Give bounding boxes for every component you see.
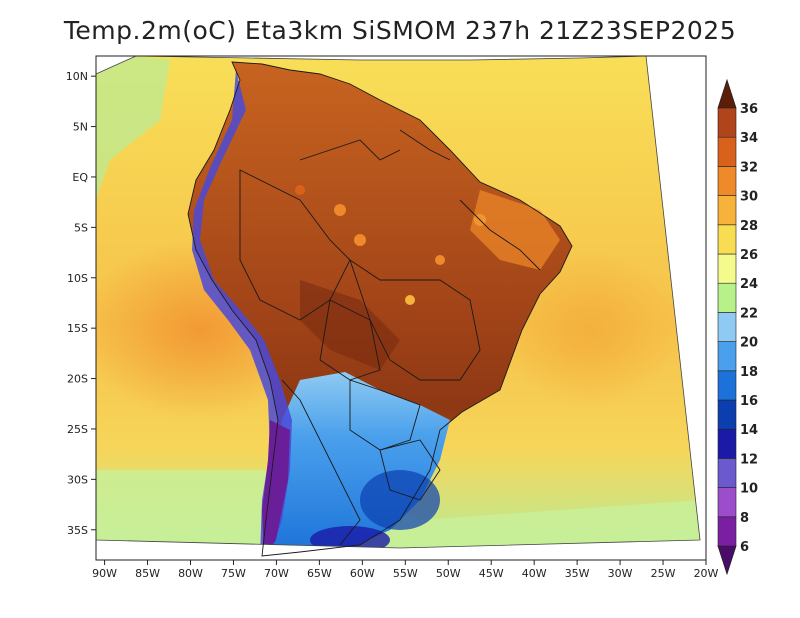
warm-spot: [334, 204, 346, 216]
colorbar-level-label: 10: [740, 482, 758, 497]
map-title: Temp.2m(oC) Eta3km SiSMOM 237h 21Z23SEP2…: [63, 16, 737, 45]
colorbar-level-label: 24: [740, 277, 758, 292]
colorbar-level-label: 16: [740, 394, 758, 409]
lat-tick-label: EQ: [72, 171, 88, 184]
colorbar-box: [717, 458, 737, 488]
colorbar-box: [717, 253, 737, 284]
longitude-axis: 90W 85W 80W 75W 70W 65W 60W 55W 50W 45W 40W 35W 30W 2…: [92, 560, 719, 580]
northeast-warm-patch: [470, 190, 560, 270]
colorbar-level-label: 8: [740, 511, 749, 526]
colorbar-box: [717, 312, 737, 342]
lat-tick-label: 10N: [66, 70, 88, 83]
lon-tick-label: 40W: [522, 567, 547, 580]
colorbar-level-label: 28: [740, 219, 758, 234]
cool-southern-band: [96, 470, 700, 548]
colorbar-min-arrow: [717, 545, 737, 576]
lon-tick-label: 25W: [651, 567, 676, 580]
colorbar: 6 8 10 12 14 16 18 20 22 24 26 28 30 32 34 36: [717, 78, 758, 576]
central-hot-core: [300, 280, 400, 370]
lat-tick-label: 30S: [67, 473, 88, 486]
colorbar-box: [717, 224, 737, 255]
colorbar-level-label: 12: [740, 452, 758, 467]
colorbar-level-label: 14: [740, 423, 758, 438]
cold-core-uruguay: [360, 470, 440, 530]
map-frame: [95, 55, 707, 561]
lat-tick-label: 10S: [67, 272, 88, 285]
warm-spot: [354, 234, 366, 246]
colorbar-box: [717, 136, 737, 167]
colorbar-level-label: 22: [740, 306, 758, 321]
lon-tick-label: 70W: [264, 567, 289, 580]
cool-pacific-north: [96, 56, 170, 200]
colorbar-level-label: 20: [740, 336, 758, 351]
colorbar-box: [717, 195, 737, 226]
colorbar-box: [717, 166, 737, 196]
andes-high-core: [262, 420, 290, 548]
lon-tick-label: 50W: [436, 567, 461, 580]
lat-tick-label: 35S: [67, 524, 88, 537]
warm-atlantic-zone: [500, 250, 680, 410]
lat-tick-label: 5N: [73, 121, 88, 134]
lon-tick-label: 35W: [565, 567, 590, 580]
colorbar-max-arrow: [717, 78, 737, 109]
colorbar-box: [717, 282, 737, 313]
lon-tick-label: 65W: [307, 567, 332, 580]
lon-tick-label: 55W: [393, 567, 418, 580]
colorbar-box: [717, 399, 737, 430]
colorbar-box: [717, 516, 737, 547]
colorbar-level-label: 30: [740, 190, 758, 205]
colorbar-level-label: 36: [740, 102, 758, 117]
domain-outline: [95, 55, 701, 549]
lon-tick-label: 90W: [92, 567, 117, 580]
colorbar-level-label: 6: [740, 540, 749, 555]
colorbar-box: [717, 370, 737, 401]
latitude-axis: 10N 5N EQ 5S 10S 15S 20S 25S 30S 35S: [66, 70, 96, 537]
temperature-field: [96, 56, 700, 548]
warm-spot: [295, 185, 305, 195]
colorbar-level-label: 18: [740, 365, 758, 380]
lon-tick-label: 75W: [221, 567, 246, 580]
colorbar-level-label: 32: [740, 160, 758, 175]
lon-tick-label: 20W: [694, 567, 719, 580]
lat-tick-label: 25S: [67, 423, 88, 436]
colorbar-level-label: 34: [740, 131, 758, 146]
warm-spot: [435, 255, 445, 265]
lon-tick-label: 30W: [608, 567, 633, 580]
country-borders: [187, 61, 573, 557]
lat-tick-label: 5S: [74, 221, 88, 234]
andes-cold-band: [192, 70, 292, 548]
colorbar-box: [717, 428, 737, 459]
lon-tick-label: 60W: [350, 567, 375, 580]
colorbar-box: [717, 107, 737, 138]
colorbar-level-label: 26: [740, 248, 758, 263]
colorbar-box: [717, 487, 737, 518]
lon-tick-label: 80W: [178, 567, 203, 580]
colorbar-box: [717, 341, 737, 372]
warm-spot: [405, 295, 415, 305]
lat-tick-label: 20S: [67, 373, 88, 386]
lat-tick-label: 15S: [67, 322, 88, 335]
lon-tick-label: 45W: [479, 567, 504, 580]
lon-tick-label: 85W: [135, 567, 160, 580]
